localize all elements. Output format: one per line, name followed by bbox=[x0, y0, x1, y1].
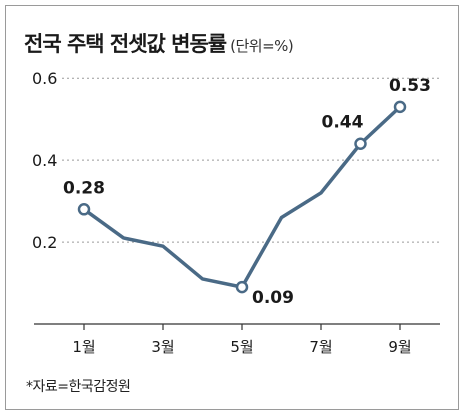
y-tick-label: 0.2 bbox=[32, 233, 57, 252]
x-tick-label: 3월 bbox=[151, 338, 174, 356]
data-label: 0.09 bbox=[252, 288, 294, 308]
x-tick-label: 7월 bbox=[309, 338, 332, 356]
series-polyline bbox=[82, 105, 402, 289]
data-point-marker bbox=[235, 280, 249, 294]
x-tick-label: 5월 bbox=[230, 338, 253, 356]
chart-title-block: 전국 주택 전셋값 변동률 (단위=%) bbox=[24, 28, 294, 58]
gridlines bbox=[62, 77, 440, 243]
source-note: *자료=한국감정원 bbox=[26, 379, 131, 395]
data-point-marker bbox=[77, 203, 91, 216]
series-line bbox=[82, 105, 402, 289]
x-tick-label: 1월 bbox=[72, 338, 95, 356]
x-tick-label: 9월 bbox=[388, 338, 411, 356]
axes: 0.2 0.4 0.6 1월 3월 5월 7월 9월 bbox=[32, 69, 440, 356]
unit-label: (단위=%) bbox=[230, 37, 294, 55]
data-point-marker bbox=[354, 137, 367, 150]
y-tick-label: 0.6 bbox=[32, 69, 57, 88]
data-label: 0.53 bbox=[389, 76, 431, 96]
data-label: 0.28 bbox=[63, 178, 105, 198]
chart-title: 전국 주택 전셋값 변동률 bbox=[24, 32, 227, 56]
data-markers bbox=[77, 100, 407, 294]
data-label: 0.44 bbox=[322, 113, 364, 133]
data-labels: 0.28 0.09 0.44 0.53 bbox=[63, 76, 431, 308]
data-point-marker bbox=[393, 100, 407, 114]
y-tick-label: 0.4 bbox=[32, 151, 57, 170]
